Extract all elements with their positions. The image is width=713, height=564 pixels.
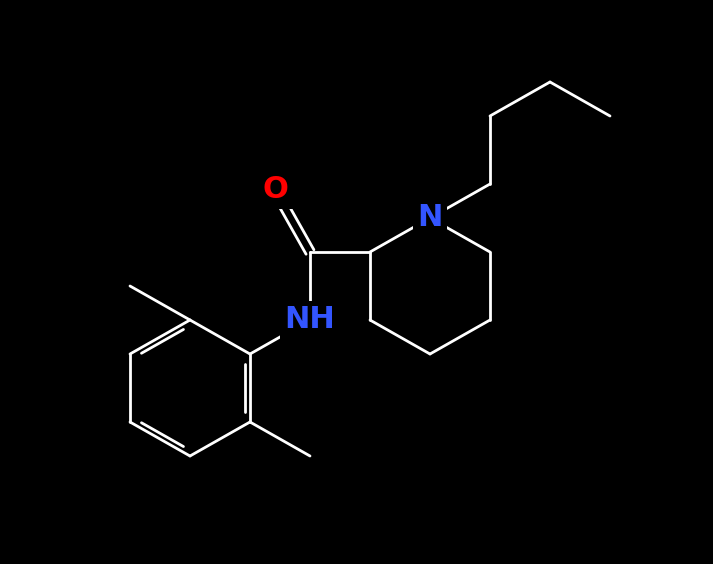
Text: O: O <box>262 175 288 205</box>
Text: N: N <box>417 204 443 232</box>
Text: NH: NH <box>284 306 335 334</box>
